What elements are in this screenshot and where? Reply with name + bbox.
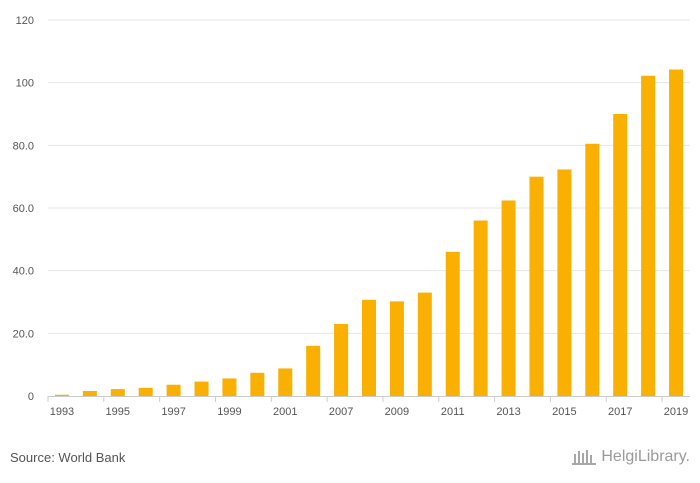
bar-chart: 0 20.0 40.0 60.0 80.0 100 120 1993 1995 1997 1999… — [13, 15, 690, 418]
y-tick-label: 20.0 — [13, 328, 34, 340]
bar-2011 — [445, 251, 460, 396]
y-tick-label: 60.0 — [13, 203, 34, 215]
bar-2007 — [334, 323, 349, 396]
bar-2018 — [641, 75, 656, 397]
x-tick-label: 2009 — [385, 406, 409, 418]
x-tick-label: 2011 — [441, 406, 465, 418]
bar-2009 — [389, 301, 404, 396]
bar-1998 — [194, 381, 209, 396]
x-tick-label: 2017 — [608, 406, 632, 418]
bar-2017 — [613, 114, 628, 396]
y-tick-label: 120 — [16, 15, 34, 27]
y-tick-label: 40.0 — [13, 266, 34, 278]
bar-2008 — [362, 299, 376, 396]
bar-1993 — [54, 394, 69, 396]
brand-name: HelgiLibrary. — [601, 448, 690, 465]
bar-1996 — [138, 387, 153, 396]
x-tick-label: 2019 — [664, 406, 688, 418]
x-tick-label: 1993 — [50, 406, 74, 418]
x-tick-label: 2013 — [496, 406, 520, 418]
bar-1997 — [166, 384, 181, 396]
bar-1995 — [110, 389, 125, 396]
grid-lines — [48, 19, 690, 334]
y-tick-label: 0 — [28, 391, 34, 403]
bar-2006 — [306, 345, 321, 396]
bar-2016 — [585, 143, 600, 396]
bar-2019 — [669, 69, 684, 397]
bar-2015 — [557, 169, 572, 396]
y-tick-label: 80.0 — [13, 140, 34, 152]
bar-2013 — [501, 200, 516, 396]
bar-2010 — [417, 292, 432, 396]
bar-2000 — [250, 372, 265, 396]
x-tick-label: 1997 — [161, 406, 185, 418]
bar-1999 — [222, 378, 237, 396]
library-icon — [572, 450, 597, 465]
bar-1994 — [82, 390, 97, 396]
y-tick-label: 100 — [16, 78, 34, 90]
bar-2014 — [529, 176, 544, 396]
x-tick-label: 1995 — [106, 406, 130, 418]
bars — [54, 69, 684, 397]
x-tick-label: 1999 — [217, 406, 241, 418]
y-axis-ticks: 0 20.0 40.0 60.0 80.0 100 120 — [13, 15, 34, 403]
source-note: Source: World Bank — [10, 450, 126, 465]
x-tick-label: 2007 — [329, 406, 353, 418]
x-tick-label: 2001 — [273, 406, 297, 418]
x-tick-label: 2015 — [552, 406, 576, 418]
helgilibrary-logo: HelgiLibrary. — [571, 448, 690, 466]
x-axis-ticks: 1993 1995 1997 1999 2001 2007 2009 2011 2013 2015… — [47, 396, 688, 418]
bar-2001 — [278, 368, 293, 396]
bar-2012 — [473, 220, 488, 396]
